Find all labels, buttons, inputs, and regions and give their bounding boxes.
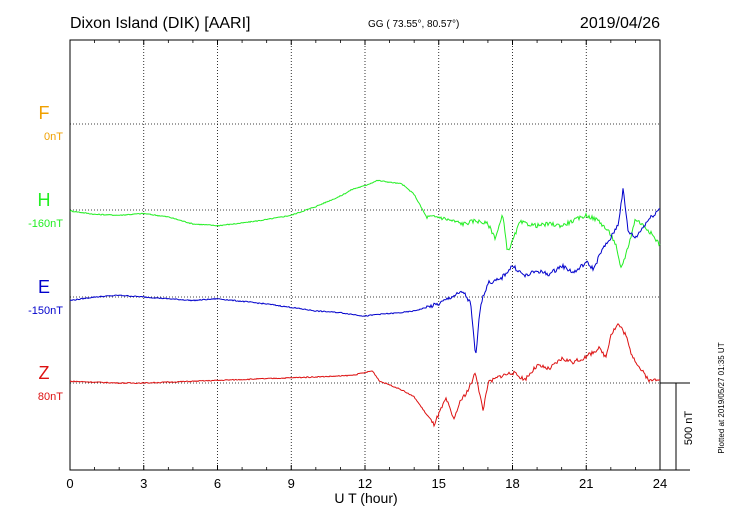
grid-lines (70, 40, 660, 470)
x-tick-label: 21 (579, 476, 593, 491)
series-offset-f: 0nT (44, 131, 63, 143)
series-offset-h: -160nT (28, 218, 63, 230)
series-name-z: Z (39, 363, 50, 383)
series-line-h (69, 179, 661, 269)
series-offset-z: 80nT (38, 391, 63, 403)
x-tick-label: 3 (140, 476, 147, 491)
x-axis-ticks: 0 3 6 9 12 15 18 21 24 (66, 40, 667, 491)
series-lines (69, 179, 661, 428)
series-offset-e: -150nT (28, 305, 63, 317)
coords-label: GG ( 73.55°, 80.57°) (368, 19, 459, 30)
x-tick-label: 24 (653, 476, 667, 491)
scale-bar-label: 500 nT (683, 411, 695, 446)
x-axis-label: U T (hour) (334, 490, 397, 506)
x-tick-label: 0 (66, 476, 73, 491)
x-tick-label: 9 (288, 476, 295, 491)
station-title: Dixon Island (DIK) [AARI] (70, 15, 251, 32)
x-tick-label: 12 (358, 476, 372, 491)
series-labels: F 0nT H -160nT E -150nT Z 80nT (28, 103, 63, 403)
plotted-note: Plotted at 2019/05/27 01:35 UT (717, 342, 726, 453)
x-tick-label: 6 (214, 476, 221, 491)
date-label: 2019/04/26 (580, 15, 660, 32)
series-line-e (69, 188, 661, 354)
plot-frame (69, 39, 661, 471)
x-tick-label: 15 (432, 476, 446, 491)
series-name-e: E (38, 277, 50, 297)
x-tick-label: 18 (505, 476, 519, 491)
series-name-f: F (39, 103, 50, 123)
series-line-z (69, 323, 661, 428)
series-name-h: H (38, 190, 51, 210)
